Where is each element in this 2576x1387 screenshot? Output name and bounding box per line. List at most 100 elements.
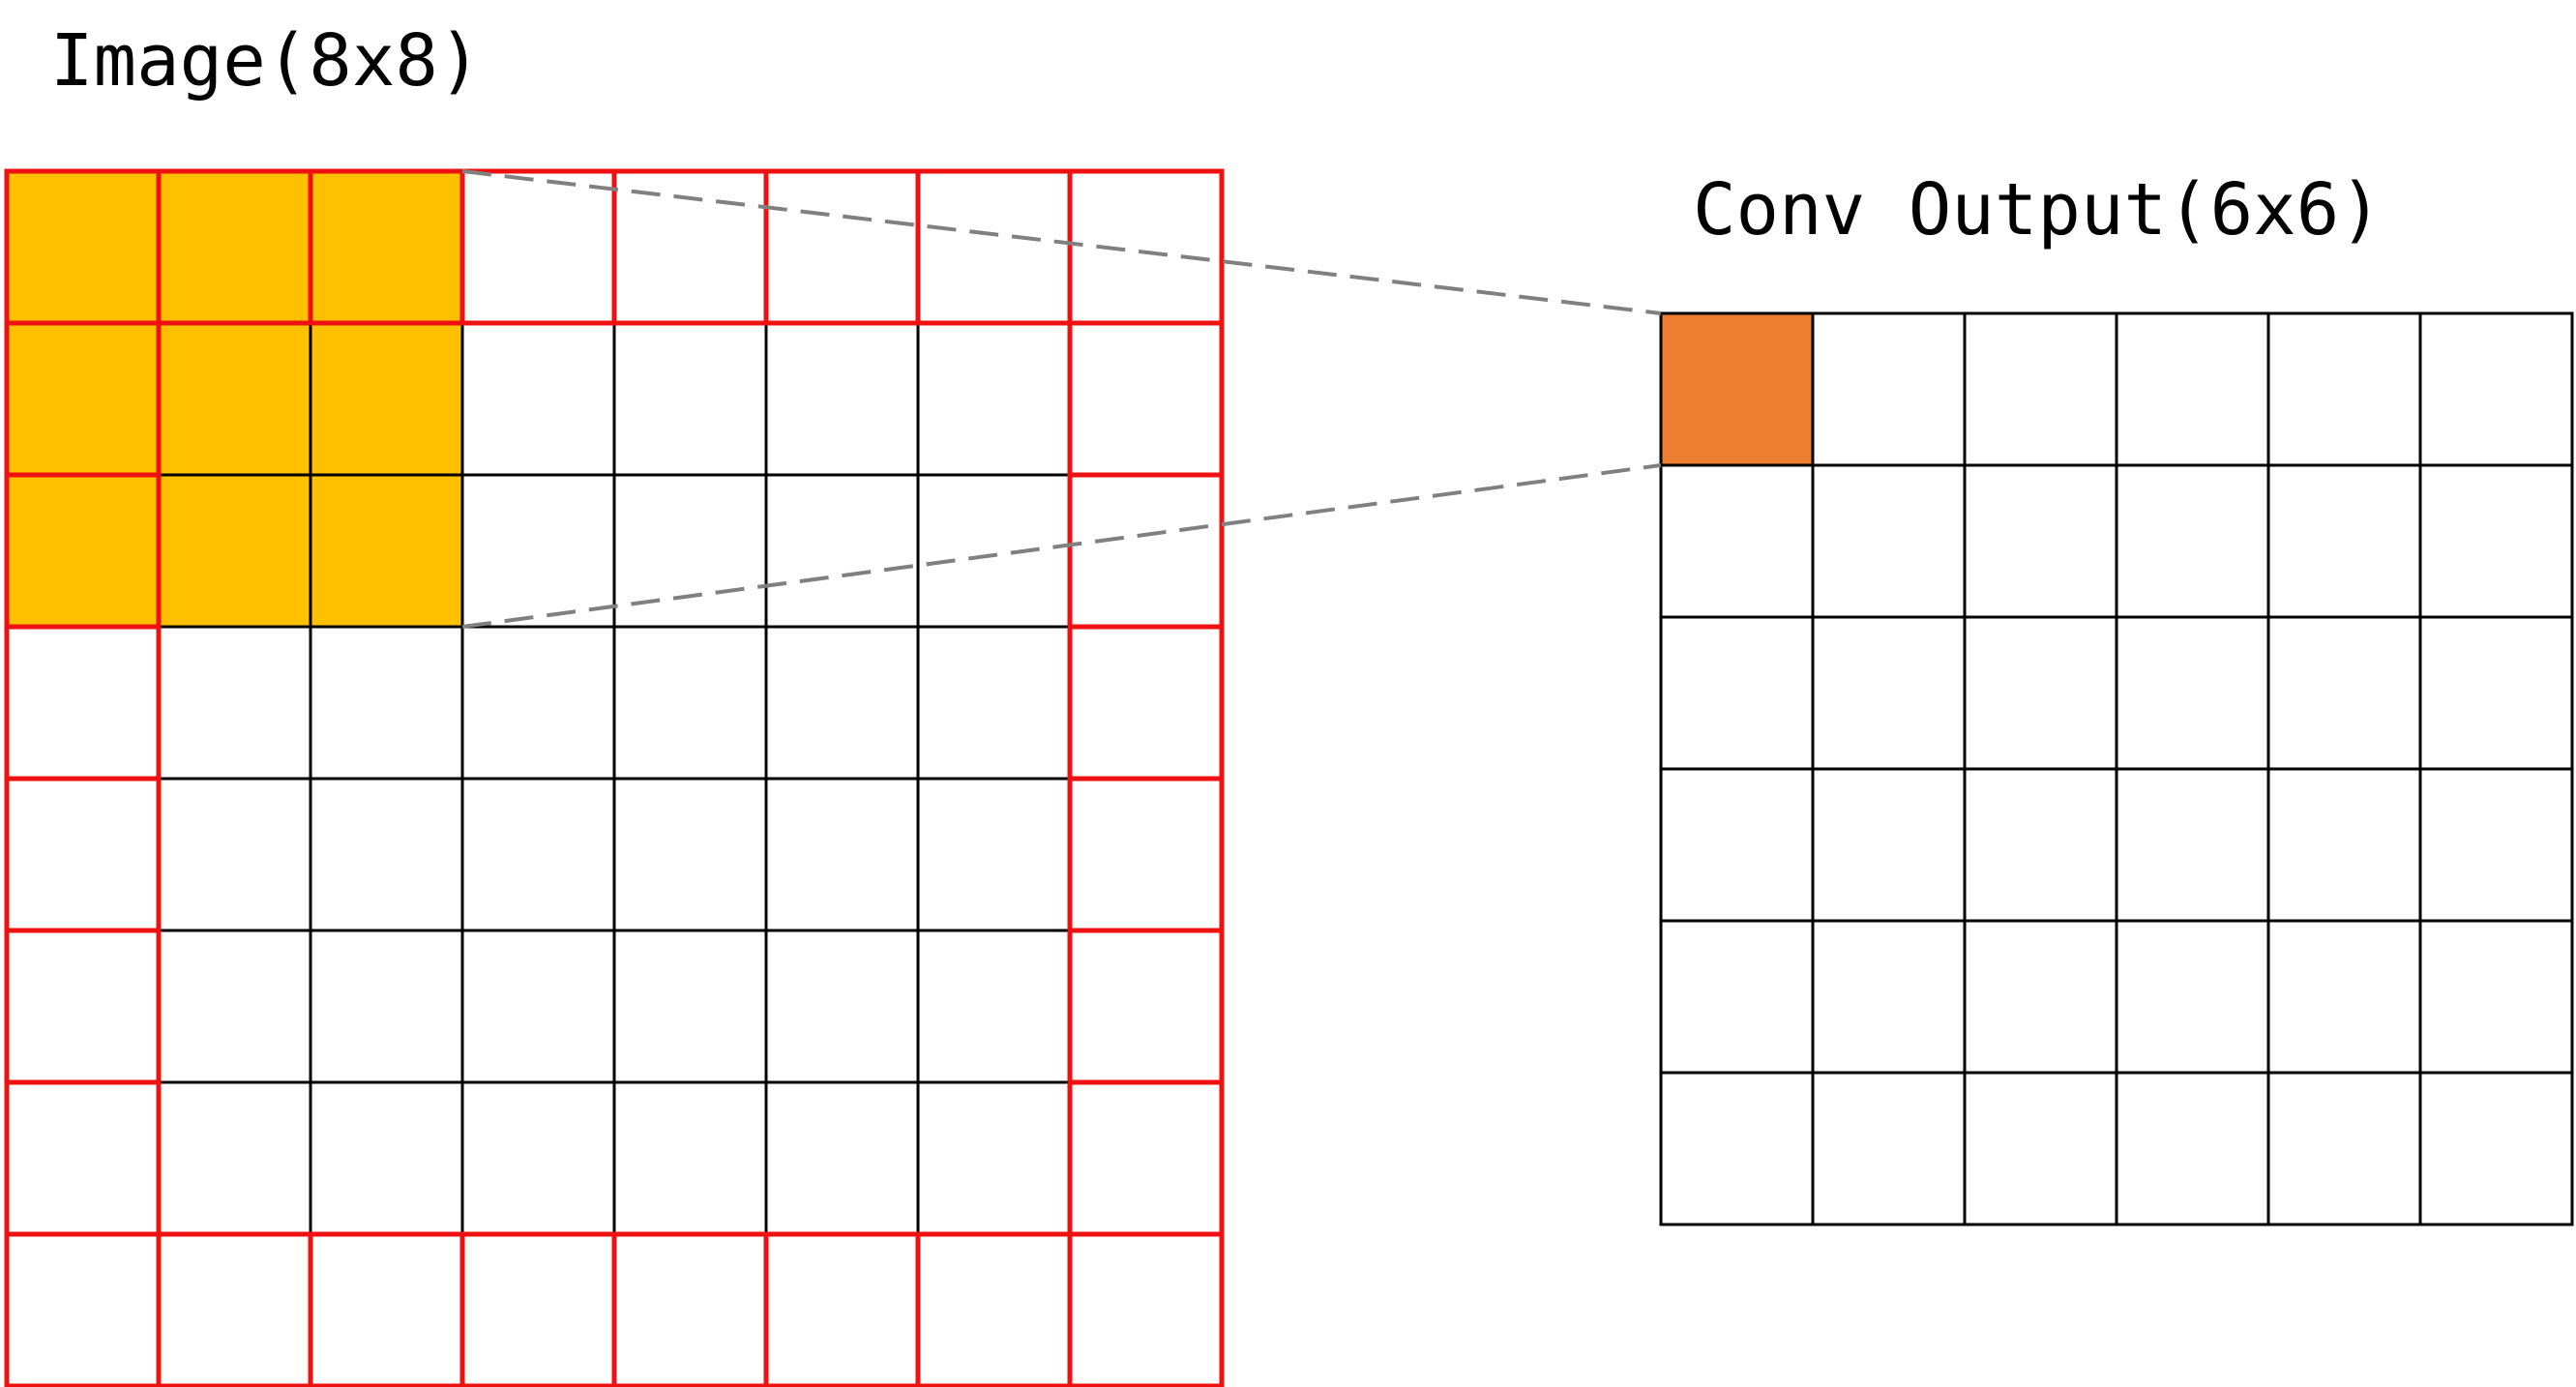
input-cell — [309, 625, 464, 781]
output-cell — [1963, 919, 2118, 1075]
input-cell — [764, 1080, 920, 1236]
input-cell — [5, 929, 161, 1084]
input-cell — [157, 929, 312, 1084]
output-cell — [1963, 615, 2118, 771]
input-cell — [916, 929, 1072, 1084]
input-cell — [309, 777, 464, 932]
padding-cell-border — [1067, 1231, 1225, 1387]
kernel-cell — [157, 473, 312, 629]
input-cell — [460, 1232, 616, 1387]
output-cell — [1659, 767, 1815, 923]
input-cell — [460, 473, 616, 629]
output-cell — [2115, 615, 2270, 771]
output-cell — [1811, 615, 1967, 771]
input-cell — [460, 321, 616, 477]
input-cell — [1068, 777, 1224, 932]
kernel-cell — [5, 321, 161, 477]
output-cell — [2418, 311, 2574, 467]
output-cell — [2418, 1071, 2574, 1226]
output-cell — [2266, 1071, 2422, 1226]
output-cell — [2418, 615, 2574, 771]
input-cell — [157, 777, 312, 932]
output-cell — [1659, 615, 1815, 771]
input-cell — [460, 777, 616, 932]
input-cell — [157, 625, 312, 781]
input-cell — [764, 625, 920, 781]
input-image-grid — [4, 168, 1225, 1387]
input-cell — [916, 1232, 1072, 1387]
output-cell — [1963, 767, 2118, 923]
input-cell — [1068, 625, 1224, 781]
kernel-cell — [157, 321, 312, 477]
input-cell — [157, 1232, 312, 1387]
output-cell — [2115, 767, 2270, 923]
output-cell — [2418, 767, 2574, 923]
input-cell — [1068, 169, 1224, 325]
conv-output-title: Conv Output(6x6) — [1693, 168, 2383, 251]
input-cell — [764, 929, 920, 1084]
output-cell — [1811, 311, 1967, 467]
output-cell — [2418, 919, 2574, 1075]
input-cell — [764, 169, 920, 325]
kernel-cell — [5, 169, 161, 325]
output-cell — [2115, 1071, 2270, 1226]
conv-output-grid — [1659, 311, 2574, 1226]
input-cell — [612, 169, 768, 325]
input-cell — [1068, 929, 1224, 1084]
input-cell — [916, 169, 1072, 325]
output-cell — [2115, 463, 2270, 619]
kernel-cell — [309, 473, 464, 629]
input-cell — [764, 1232, 920, 1387]
output-cell — [1811, 767, 1967, 923]
input-image-title: Image(8x8) — [50, 19, 482, 103]
input-cell — [612, 321, 768, 477]
input-cell — [1068, 1232, 1224, 1387]
output-cell — [2266, 615, 2422, 771]
input-cell — [916, 777, 1072, 932]
output-cell — [2266, 919, 2422, 1075]
output-cell — [2418, 463, 2574, 619]
input-cell — [1068, 473, 1224, 629]
input-cell — [309, 1080, 464, 1236]
output-cell — [2266, 463, 2422, 619]
input-cell — [460, 625, 616, 781]
input-cell — [916, 321, 1072, 477]
input-cell — [157, 1080, 312, 1236]
input-cell — [916, 625, 1072, 781]
kernel-cell — [5, 473, 161, 629]
output-cell — [2115, 311, 2270, 467]
input-cell — [460, 169, 616, 325]
input-cell — [764, 777, 920, 932]
input-cell — [612, 625, 768, 781]
input-cell — [460, 929, 616, 1084]
output-cell — [1811, 1071, 1967, 1226]
input-cell — [612, 1080, 768, 1236]
input-cell — [5, 1080, 161, 1236]
output-cell-highlighted — [1659, 311, 1815, 467]
output-cell — [1811, 463, 1967, 619]
input-cell — [5, 777, 161, 932]
input-cell — [612, 1232, 768, 1387]
input-cell — [1068, 321, 1224, 477]
output-cell — [2115, 919, 2270, 1075]
input-cell — [916, 1080, 1072, 1236]
kernel-cell — [309, 321, 464, 477]
output-cell — [1811, 919, 1967, 1075]
input-cell — [764, 473, 920, 629]
kernel-cell — [157, 169, 312, 325]
input-cell — [309, 929, 464, 1084]
kernel-cell — [309, 169, 464, 325]
input-cell — [1068, 1080, 1224, 1236]
input-cell — [916, 473, 1072, 629]
input-cell — [764, 321, 920, 477]
output-cell — [1963, 463, 2118, 619]
connector-line-bottom — [461, 463, 1662, 629]
input-cell — [612, 777, 768, 932]
input-cell — [309, 1232, 464, 1387]
output-cell — [2266, 767, 2422, 923]
output-cell — [2266, 311, 2422, 467]
input-cell — [5, 625, 161, 781]
output-cell — [1963, 1071, 2118, 1226]
